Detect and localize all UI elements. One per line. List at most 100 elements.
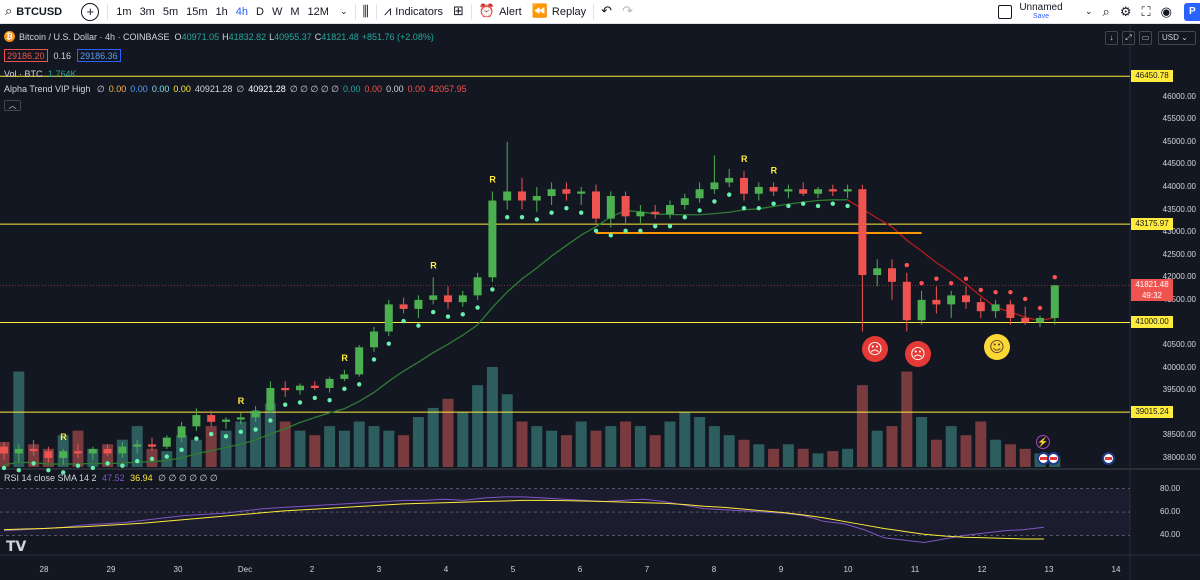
divider [107,3,109,20]
gear-icon[interactable]: ⚙ [1119,4,1132,20]
alpha-trend-value: 0.00 [407,84,426,94]
candle-body [784,189,793,192]
alpha-trend-legend[interactable]: Alpha Trend VIP High ∅ 0.00 0.00 0.00 0.00 40… [4,84,467,95]
volume-bar [945,426,957,467]
candle-type-icon[interactable]: ⫼ [362,3,369,20]
replay-button[interactable]: ⏪ Replay [527,0,591,24]
layout-select-icon[interactable] [998,5,1012,19]
candle-body [370,331,378,348]
volume-bar [812,453,824,467]
symbol-label: BTCUSD [16,5,63,18]
close-value: 41821.48 [321,31,359,42]
volume-bar [412,417,424,467]
layout-name-button[interactable]: Unnamed Save [1018,2,1064,20]
price-tick-label: 45000.00 [1162,136,1196,146]
volume-bar [575,421,587,467]
lightning-icon[interactable]: ⚡ [1036,435,1050,449]
volume-bar [472,385,484,467]
timeframe-4h[interactable]: 4h [235,5,249,18]
timeframe-12M[interactable]: 12M [307,5,329,18]
maximize-pane-icon[interactable]: ⤢ [1122,31,1135,45]
volume-bar [0,442,10,467]
high-value: 41832.82 [228,31,267,42]
trend-dot [312,395,317,401]
trend-ma-line-bear [847,199,1055,322]
us-flag-event-icon[interactable] [1047,452,1060,465]
tradingview-logo: 𝗧𝗩 [6,539,27,555]
smiley-face-icon: ☺ [984,334,1010,360]
price-axis[interactable]: 46000.00 45500.00 45000.00 44500.00 44000.00… [1130,25,1200,555]
candle-body [621,195,630,217]
volume-bar [649,435,661,467]
timeframe-3m[interactable]: 3m [139,5,155,18]
symbol-search[interactable]: ⌕ BTCUSD [0,0,71,24]
alert-button[interactable]: ⏰ Alert [474,0,527,24]
volume-bar [620,421,632,467]
candle-body [429,295,438,300]
trend-dot [61,470,66,475]
candle-body [251,410,260,418]
candle-body [0,446,8,454]
trend-dot [579,210,584,215]
candle-body [814,189,822,194]
alpha-trend-value: 0.00 [130,84,148,94]
volume-legend[interactable]: Vol · BTC 1.764K [4,69,77,79]
volume-bar [531,426,543,467]
chevron-down-icon[interactable]: ⌄ [1085,7,1093,17]
angry-face-icon: ☹ [862,336,888,362]
candle-body [888,268,896,282]
collapse-legend-button[interactable]: ︿ [4,100,21,111]
trend-dot [327,397,332,403]
timeframe-D[interactable]: D [256,5,264,18]
candle-body [1036,317,1044,323]
volume-bar [324,426,336,467]
fullscreen-icon[interactable]: ⛶ [1141,4,1151,20]
volume-bar [501,394,513,467]
trend-dot [149,456,155,462]
price-tick-label: 42000.00 [1162,272,1196,282]
horizontal-level-label: 46450.78 [1131,70,1173,83]
candle-body [754,186,763,194]
trend-dot [801,201,806,206]
candle-body [740,177,748,194]
us-flag-event-icon[interactable] [1102,452,1115,465]
timeframe-W[interactable]: W [271,5,283,18]
candle-body [88,448,97,454]
volume-bar [990,439,1002,467]
candle-body [281,387,290,391]
templates-icon[interactable]: ⊞ [453,4,464,19]
rsi-legend[interactable]: RSI 14 close SMA 14 2 47.52 36.94 ∅ ∅ ∅ … [4,473,218,484]
camera-icon[interactable]: ◉ [1160,4,1172,20]
volume-bar [960,435,972,467]
chevron-down-icon[interactable]: ⌄ [339,6,348,17]
search-icon: ⌕ [5,4,13,19]
sell-price-button[interactable]: 29186.20 [4,49,48,62]
volume-bar [901,371,913,467]
volume-bar [427,407,439,467]
arrow-down-icon[interactable]: ↓ [1105,31,1118,45]
timeframe-1m[interactable]: 1m [116,5,132,18]
timeframe-5m[interactable]: 5m [162,5,179,18]
compare-symbol-button[interactable]: + [81,2,100,21]
publish-button[interactable]: P [1184,3,1200,21]
chart-canvas[interactable]: R R R R R R R [0,25,1200,580]
pane-settings-icon[interactable]: ▭ [1139,31,1152,45]
timeframe-15m[interactable]: 15m [186,5,208,18]
redo-icon[interactable]: ↷ [622,4,633,19]
candle-body [976,302,985,312]
undo-icon[interactable]: ↶ [601,4,613,19]
trend-dot [653,224,658,229]
indicators-button[interactable]: ⩘ Indicators [379,0,448,24]
buy-price-button[interactable]: 29186.36 [77,49,121,62]
chart-area[interactable]: R R R R R R R ₿ Bitcoin / U.S. Dollar · 4h · C… [0,25,1200,580]
volume-bar [220,430,232,467]
trend-dot [934,276,939,281]
volume-bar [264,403,276,467]
candle-body [592,191,600,219]
trend-dot [667,224,673,229]
trend-dot [460,312,465,317]
quick-search-icon[interactable]: ⌕ [1102,4,1110,20]
currency-selector[interactable]: USD ⌄ [1158,31,1196,45]
timeframe-M[interactable]: M [290,5,300,18]
timeframe-1h[interactable]: 1h [215,5,228,18]
